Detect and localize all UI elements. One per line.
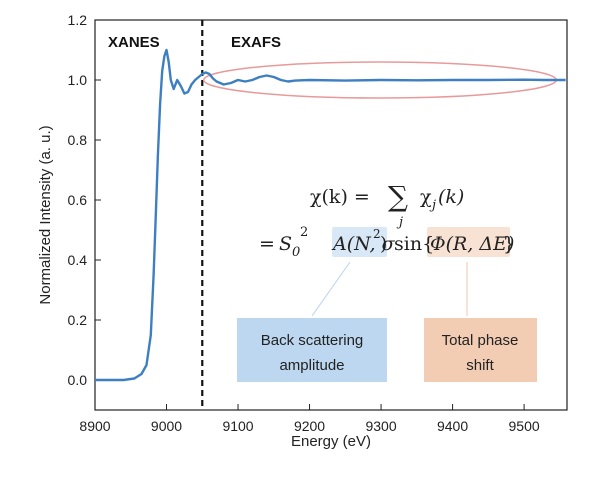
x-tick-label: 9500 bbox=[509, 418, 540, 434]
y-tick-label: 1.0 bbox=[68, 72, 88, 88]
phase-box-line2: shift bbox=[466, 357, 494, 374]
eq-s0-sub: 0 bbox=[292, 245, 300, 260]
eq-amplitude: A(N, σ bbox=[331, 233, 396, 255]
eq-lhs: χ(k) = bbox=[310, 186, 370, 208]
equation-line-1: χ(k) = ∑ j χ j (k) bbox=[310, 180, 464, 230]
phase-box bbox=[424, 318, 537, 382]
x-tick-label: 8900 bbox=[79, 418, 110, 434]
eq-amplitude-close: ) bbox=[380, 233, 387, 255]
y-tick-label: 1.2 bbox=[68, 12, 88, 28]
eq-sin: sin{ bbox=[394, 233, 434, 255]
phase-term-highlight bbox=[427, 227, 510, 257]
plot-frame bbox=[94, 19, 568, 411]
x-tick-label: 9400 bbox=[437, 418, 468, 434]
y-axis-title: Normalized Intensity (a. u.) bbox=[37, 125, 54, 304]
x-axis-title: Energy (eV) bbox=[291, 433, 371, 450]
y-tick-label: 0.8 bbox=[68, 132, 88, 148]
eq-close-brace: } bbox=[503, 233, 515, 255]
exafs-label: EXAFS bbox=[231, 34, 281, 51]
eq-phase: Φ(R, ΔE) bbox=[430, 233, 514, 255]
y-tick-label: 0.2 bbox=[68, 312, 88, 328]
eq-equals: = bbox=[259, 233, 275, 255]
x-tick-label: 9300 bbox=[365, 418, 396, 434]
eq-s0: S bbox=[279, 233, 292, 255]
x-tick-label: 9100 bbox=[222, 418, 253, 434]
eq-s0-sup: 2 bbox=[300, 225, 308, 240]
y-tick-label: 0.0 bbox=[68, 372, 88, 388]
amplitude-box-line1: Back scattering bbox=[261, 332, 364, 349]
eq-amplitude-sup: 2 bbox=[373, 227, 381, 241]
amplitude-term-highlight bbox=[332, 227, 387, 257]
equation-line-2: = S 0 2 A(N, σ 2 ) sin{ Φ(R, ΔE) } bbox=[259, 225, 515, 260]
eq-chi-j: χ bbox=[420, 186, 432, 208]
xanes-label: XANES bbox=[108, 34, 160, 51]
amplitude-box bbox=[237, 318, 387, 382]
sum-symbol: ∑ bbox=[388, 180, 408, 213]
y-tick-label: 0.6 bbox=[68, 192, 88, 208]
y-axis: 0.0 0.2 0.4 0.6 0.8 1.0 1.2 bbox=[68, 12, 101, 388]
absorption-spectrum-line bbox=[95, 48, 566, 382]
amplitude-connector bbox=[311, 261, 351, 317]
y-tick-label: 0.4 bbox=[68, 252, 88, 268]
eq-chi-j-arg: (k) bbox=[438, 186, 464, 208]
x-tick-label: 9000 bbox=[151, 418, 182, 434]
phase-box-line1: Total phase bbox=[442, 332, 519, 349]
x-tick-label: 9200 bbox=[294, 418, 325, 434]
sum-index: j bbox=[396, 215, 403, 230]
x-axis: 8900 9000 9100 9200 9300 9400 9500 bbox=[79, 404, 540, 434]
eq-chi-j-sub: j bbox=[429, 198, 436, 213]
amplitude-box-line2: amplitude bbox=[279, 357, 344, 374]
